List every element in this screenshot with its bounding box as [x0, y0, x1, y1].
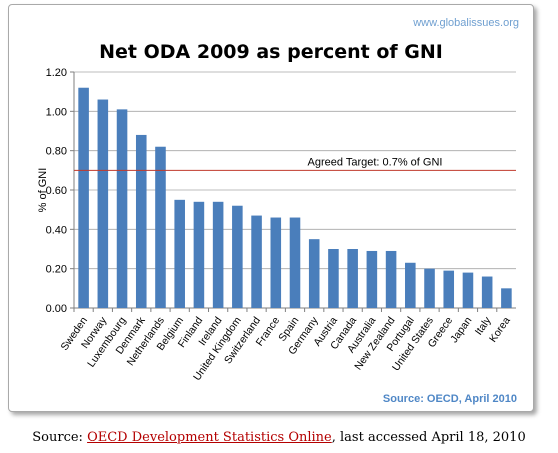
bar-greece — [443, 270, 455, 308]
bar-portugal — [405, 262, 416, 308]
bar-japan — [462, 272, 474, 308]
watermark: www.globalissues.org — [413, 17, 519, 29]
bar-netherlands — [155, 146, 166, 308]
x-tick-label: Japan — [448, 315, 474, 345]
y-tick-label: 1.20 — [46, 67, 67, 79]
bar-switzerland — [251, 215, 262, 308]
bar-austria — [328, 249, 339, 308]
source-note: Source: OECD, April 2010 — [382, 393, 517, 405]
bar-spain — [289, 217, 301, 308]
chart-title: Net ODA 2009 as percent of GNI — [99, 41, 443, 63]
bar-ireland — [212, 201, 224, 308]
bar-france — [270, 217, 282, 308]
bar-canada — [347, 249, 358, 308]
y-tick-label: 1.00 — [46, 106, 67, 118]
bar-australia — [366, 250, 378, 308]
bar-italy — [481, 276, 493, 308]
y-tick-label: 0.80 — [46, 146, 67, 158]
y-tick-label: 0.00 — [46, 303, 67, 315]
bar-new-zealand — [385, 250, 397, 308]
bar-korea — [501, 288, 512, 308]
bar-denmark — [135, 134, 147, 308]
caption-suffix: , last accessed April 18, 2010 — [331, 430, 526, 445]
bar-norway — [97, 99, 109, 309]
caption: Source: OECD Development Statistics Onli… — [0, 430, 558, 445]
bar-finland — [193, 201, 205, 308]
caption-prefix: Source: — [32, 430, 88, 445]
bar-sweden — [78, 87, 89, 308]
target-line-label: Agreed Target: 0.7% of GNI — [308, 156, 443, 168]
bar-luxembourg — [116, 109, 128, 308]
bar-united-states — [424, 268, 435, 308]
y-axis-label: % of GNI — [37, 168, 49, 213]
source-link[interactable]: OECD Development Statistics Online — [87, 430, 332, 445]
bar-germany — [308, 239, 320, 308]
y-tick-label: 0.40 — [46, 224, 67, 236]
x-tick-label: Korea — [487, 315, 513, 345]
bar-belgium — [174, 199, 185, 308]
y-tick-label: 0.60 — [46, 185, 67, 197]
y-tick-label: 0.20 — [46, 264, 67, 276]
bar-united-kingdom — [232, 205, 243, 308]
